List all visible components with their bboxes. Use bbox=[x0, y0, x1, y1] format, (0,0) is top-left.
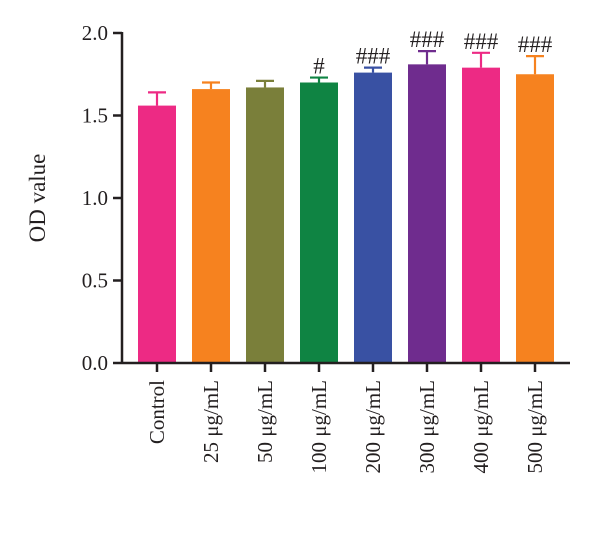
significance-label: # bbox=[313, 54, 325, 79]
x-tick-label: 25 μg/mL bbox=[199, 380, 223, 463]
significance-label: ### bbox=[518, 32, 553, 57]
y-tick-label: 1.5 bbox=[82, 104, 108, 128]
y-tick-label: 1.0 bbox=[82, 186, 108, 210]
x-tick-label: 200 μg/mL bbox=[361, 380, 385, 474]
y-tick-label: 0.0 bbox=[82, 351, 108, 375]
bar bbox=[408, 64, 446, 363]
bar bbox=[300, 82, 338, 363]
x-tick-label: 300 μg/mL bbox=[415, 380, 439, 474]
bars: # ###### ### ### bbox=[138, 27, 554, 364]
x-tick-label: 500 μg/mL bbox=[523, 380, 547, 474]
x-tick-label: 50 μg/mL bbox=[253, 380, 277, 463]
x-tick-label: Control bbox=[145, 380, 169, 444]
x-tick-label: 400 μg/mL bbox=[469, 380, 493, 474]
bar bbox=[246, 87, 284, 363]
bar bbox=[462, 67, 500, 364]
bar bbox=[516, 74, 554, 363]
x-axis: Control 25 μg/mL 50 μg/mL 100 μg/mL 200 μg/m… bbox=[122, 361, 570, 474]
bar bbox=[192, 89, 230, 363]
significance-label: ### bbox=[410, 27, 445, 52]
y-axis: 0.0 0.5 1.0 1.5 2.0 bbox=[82, 21, 124, 375]
significance-label: ### bbox=[356, 44, 391, 69]
bar bbox=[138, 105, 176, 363]
x-tick-label: 100 μg/mL bbox=[307, 380, 331, 474]
y-axis-title: OD value bbox=[25, 154, 50, 243]
significance-label: ### bbox=[464, 29, 499, 54]
bar bbox=[354, 72, 392, 363]
y-tick-label: 0.5 bbox=[82, 269, 108, 293]
y-tick-label: 2.0 bbox=[82, 21, 108, 45]
